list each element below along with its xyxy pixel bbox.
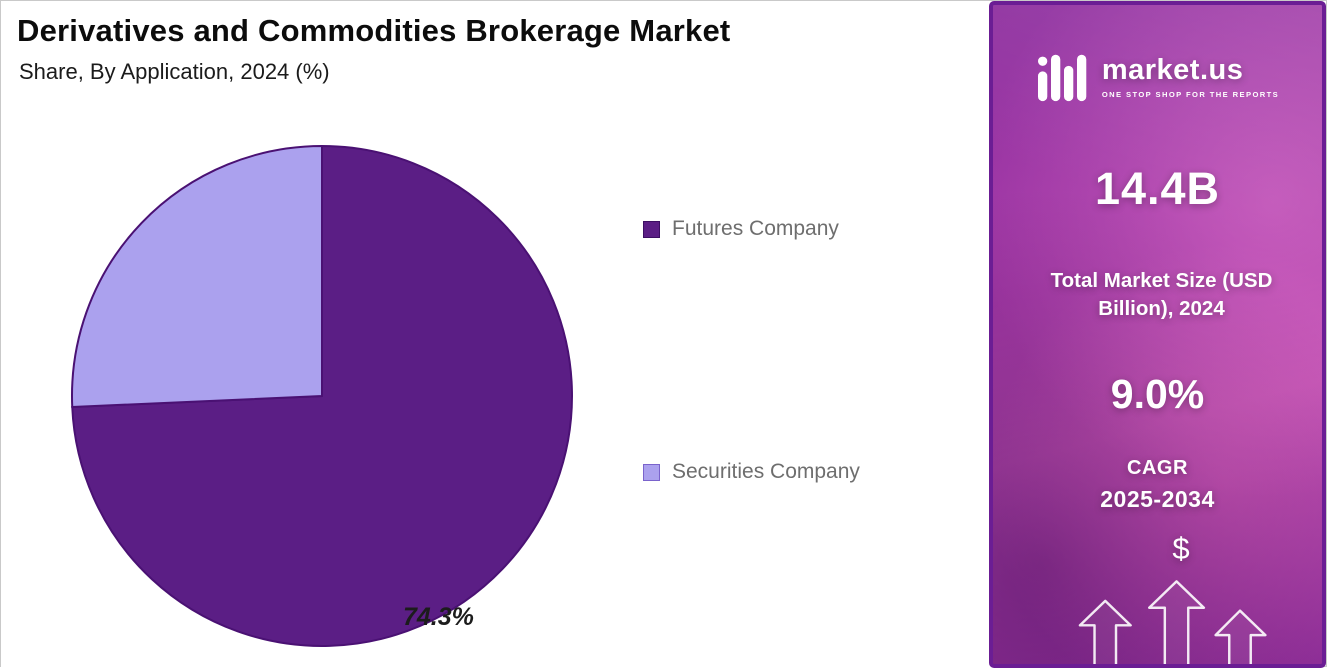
cagr-value: 9.0% (1110, 371, 1205, 417)
legend-item-futures-company: Futures Company (643, 217, 839, 241)
growth-arrows-icon (1078, 580, 1267, 664)
pie-chart-svg (71, 144, 573, 647)
marketus-logo-icon (1037, 54, 1087, 102)
legend-label: Futures Company (672, 217, 839, 240)
market-size-value: 14.4B (1094, 163, 1221, 214)
pie-chart: 74.3% (67, 141, 577, 651)
logo-brand-text: market.us (1101, 53, 1244, 86)
legend-swatch-securities-company (643, 463, 660, 481)
legend-swatch-futures-company (643, 220, 660, 238)
dollar-icon: $ (1172, 531, 1190, 566)
legend-label: Securities Company (672, 460, 860, 483)
growth-arrow-middle (1147, 580, 1206, 664)
market-size-label: Total Market Size (USD Billion), 2024 (1050, 269, 1273, 320)
legend-item-securities-company: Securities Company (643, 460, 860, 484)
pie-slice-securities-company (71, 144, 323, 409)
chart-area: Derivatives and Commodities Brokerage Ma… (1, 1, 991, 668)
cagr-period: 2025-2034 (1100, 486, 1215, 512)
cagr-label: CAGR (1127, 457, 1188, 479)
growth-arrow-right (1214, 609, 1267, 664)
logo-tagline: ONE STOP SHOP FOR THE REPORTS (1101, 89, 1280, 99)
page-subtitle: Share, By Application, 2024 (%) (19, 59, 330, 84)
marketus-logo: market.us ONE STOP SHOP FOR THE REPORTS (993, 51, 1322, 103)
page-title: Derivatives and Commodities Brokerage Ma… (17, 13, 731, 48)
pie-data-label: 74.3% (403, 603, 474, 631)
growth-arrow-left (1078, 599, 1132, 664)
brand-sidebar: market.us ONE STOP SHOP FOR THE REPORTS … (989, 1, 1326, 668)
